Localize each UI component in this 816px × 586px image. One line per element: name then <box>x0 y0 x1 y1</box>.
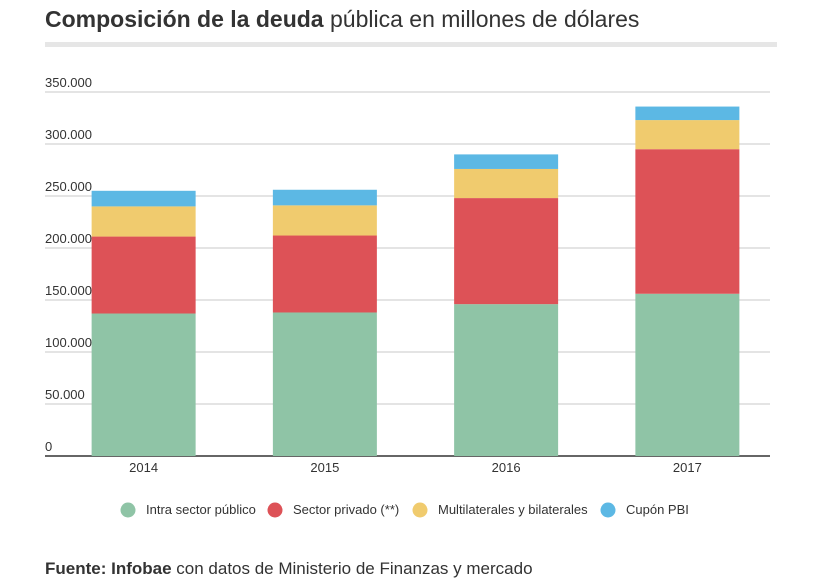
source-label: Fuente: Infobae <box>45 559 172 578</box>
bar-2017-series-2 <box>635 120 740 150</box>
source-text: con datos de Ministerio de Finanzas y me… <box>171 559 533 578</box>
y-tick-label-2: 100.000 <box>45 335 92 350</box>
legend-swatch-2 <box>412 502 428 518</box>
bar-2016-series-0 <box>454 304 559 456</box>
bar-2014-series-0 <box>91 313 196 456</box>
legend-swatch-0 <box>120 502 136 518</box>
y-tick-label-1: 50.000 <box>45 387 85 402</box>
title-divider <box>45 42 777 47</box>
bar-2017-series-1 <box>635 149 740 294</box>
x-tick-label-2015: 2015 <box>310 460 339 475</box>
bar-2014-series-2 <box>91 206 196 237</box>
bar-2015-series-1 <box>272 235 377 313</box>
y-tick-label-6: 300.000 <box>45 127 92 142</box>
chart-legend: Intra sector público Sector privado (**) M… <box>120 502 689 518</box>
chart-title-bold: Composición de la deuda <box>45 6 324 32</box>
bar-2017-series-3 <box>635 106 740 121</box>
bar-2014-series-1 <box>91 236 196 314</box>
legend-swatch-3 <box>600 502 616 518</box>
x-tick-label-2017: 2017 <box>673 460 702 475</box>
chart-title-rest: pública en millones de dólares <box>323 6 640 32</box>
y-tick-label-7: 350.000 <box>45 75 92 90</box>
chart-title: Composición de la deuda pública en millo… <box>45 4 639 34</box>
x-tick-label-2016: 2016 <box>492 460 521 475</box>
y-tick-label-3: 150.000 <box>45 283 92 298</box>
bar-2015-series-3 <box>272 189 377 206</box>
y-tick-label-0: 0 <box>45 439 52 454</box>
bar-2016-series-2 <box>454 168 559 199</box>
source-note: Fuente: Infobae con datos de Ministerio … <box>45 558 533 580</box>
y-axis: 0 50.000 100.000 150.000 200.000 250.000 300.0… <box>45 75 92 454</box>
legend-label-0: Intra sector público <box>146 502 256 517</box>
bar-2014-series-3 <box>91 190 196 207</box>
legend-label-1: Sector privado (**) <box>293 502 399 517</box>
legend-swatch-1 <box>267 502 283 518</box>
bar-2016-series-1 <box>454 198 559 305</box>
legend-label-2: Multilaterales y bilaterales <box>438 502 588 517</box>
bar-2016-series-3 <box>454 154 559 169</box>
y-tick-label-4: 200.000 <box>45 231 92 246</box>
x-axis: 2014 2015 2016 2017 <box>129 460 702 475</box>
bar-2015-series-0 <box>272 312 377 456</box>
bar-2015-series-2 <box>272 205 377 236</box>
y-tick-label-5: 250.000 <box>45 179 92 194</box>
legend-label-3: Cupón PBI <box>626 502 689 517</box>
stacked-bar-chart: 0 50.000 100.000 150.000 200.000 250.000 300.0… <box>45 75 770 518</box>
chart-bars <box>91 106 740 456</box>
bar-2017-series-0 <box>635 293 740 456</box>
x-tick-label-2014: 2014 <box>129 460 158 475</box>
